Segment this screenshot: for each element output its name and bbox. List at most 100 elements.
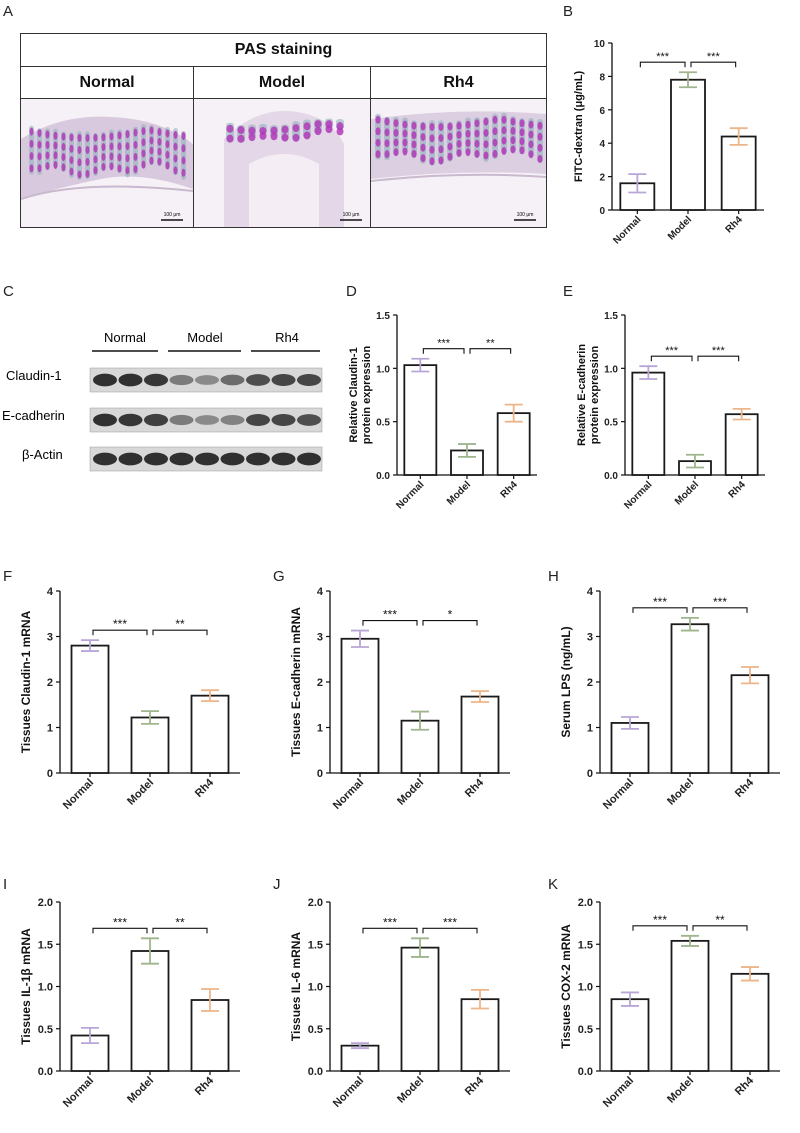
goblet-cell — [384, 128, 390, 137]
goblet-cell — [519, 119, 525, 128]
significance-label: *** — [443, 915, 457, 929]
crypt-column — [77, 131, 82, 180]
y-axis-label: Tissues Claudin-1 mRNA — [19, 610, 33, 753]
goblet-cell — [465, 148, 471, 157]
x-tick-label: Model — [395, 1075, 426, 1106]
goblet-cell — [501, 136, 507, 145]
significance-bracket — [692, 607, 748, 613]
crypt-column — [69, 132, 74, 178]
goblet-cell — [528, 140, 534, 149]
crypt-column — [85, 131, 90, 180]
significance-label: ** — [175, 617, 185, 631]
goblet-cell — [101, 162, 106, 171]
goblet-cell — [336, 127, 344, 136]
bar-normal — [403, 364, 438, 476]
x-tick-label: Rh4 — [733, 1074, 757, 1098]
goblet-cell — [384, 117, 390, 126]
goblet-cell — [447, 122, 453, 131]
goblet-cell — [519, 137, 525, 146]
goblet-cell — [61, 132, 66, 141]
blot-band — [246, 374, 270, 386]
bar-rh4 — [730, 674, 770, 774]
significance-label: *** — [653, 595, 667, 609]
bar-normal — [340, 1044, 380, 1072]
goblet-cell — [447, 142, 453, 151]
goblet-cell — [181, 144, 186, 153]
chart-f: 0 1 2 3 4 Tissues Claudin-1 mRNA Normal Model Rh… — [19, 586, 240, 812]
goblet-cell — [438, 156, 444, 165]
goblet-cell — [173, 154, 178, 163]
goblet-cell — [447, 132, 453, 141]
blot-band — [93, 413, 117, 427]
goblet-cell — [53, 131, 58, 140]
goblet-cell — [149, 146, 154, 155]
y-tick-label: 3 — [587, 632, 593, 644]
goblet-cell — [519, 128, 525, 137]
chart-d: 0.0 0.5 1.0 1.5 Relative Claudin-1protein ex… — [348, 311, 537, 511]
crypt-column — [519, 118, 525, 155]
x-tick-label: Rh4 — [463, 1074, 487, 1098]
goblet-cell — [101, 133, 106, 142]
goblet-cell — [37, 152, 42, 161]
x-tick-label: Normal — [394, 479, 426, 511]
goblet-cell — [77, 158, 82, 167]
goblet-cell — [133, 165, 138, 174]
goblet-cell — [411, 131, 417, 140]
goblet-cell — [141, 160, 146, 169]
goblet-cell — [510, 117, 516, 126]
scale-bar-label: 100 μm — [164, 212, 181, 218]
crypt-column — [45, 128, 50, 171]
goblet-cell — [85, 169, 90, 178]
goblet-cell — [501, 146, 507, 155]
scale-bar-label: 100 μm — [343, 212, 360, 218]
goblet-cell — [465, 129, 471, 138]
panel-label-d: D — [346, 283, 357, 300]
western-blot-panel: Normal Model Rh4 Claudin-1 E-cadherin β-… — [2, 330, 323, 472]
goblet-cell — [384, 150, 390, 159]
y-axis-label: Tissues IL-1β mRNA — [19, 928, 33, 1045]
panel-label-a: A — [3, 3, 14, 20]
blot-band — [118, 413, 143, 427]
goblet-cell — [411, 140, 417, 149]
x-tick-label: Model — [666, 214, 694, 242]
goblet-cell — [465, 138, 471, 147]
goblet-cell — [537, 143, 543, 152]
pas-group-label: Rh4 — [371, 66, 546, 99]
blot-band — [144, 413, 168, 427]
y-axis-label: Relative E-cadherinprotein expression — [576, 344, 601, 446]
blot-band — [93, 373, 117, 387]
goblet-cell — [314, 127, 322, 136]
pas-column-model: Model 100 μm — [194, 66, 371, 227]
significance-label: *** — [113, 617, 127, 631]
y-tick-label: 2.0 — [38, 897, 53, 909]
significance-label: ** — [486, 338, 495, 350]
pas-column-rh4: Rh4 100 μm — [370, 66, 547, 227]
y-tick-label: 0.5 — [604, 418, 618, 429]
goblet-cell — [402, 138, 408, 147]
significance-label: *** — [713, 595, 727, 609]
histology-image-model: 100 μm — [194, 99, 370, 227]
y-tick-label: 0 — [317, 768, 323, 780]
goblet-cell — [537, 154, 543, 163]
goblet-cell — [393, 119, 399, 128]
goblet-cell — [133, 152, 138, 161]
blot-protein-label: β-Actin — [22, 447, 63, 462]
goblet-cell — [149, 156, 154, 165]
x-tick-label: Normal — [61, 777, 96, 812]
y-tick-label: 1 — [587, 723, 593, 735]
blot-band — [220, 415, 245, 425]
x-tick-label: Model — [125, 1075, 156, 1106]
significance-bracket — [422, 620, 478, 626]
goblet-cell — [474, 129, 480, 138]
crypt-column — [429, 120, 435, 166]
y-axis-label: Tissues IL-6 mRNA — [289, 932, 303, 1041]
blot-band — [169, 374, 194, 386]
pas-group-label: Model — [194, 66, 370, 99]
goblet-cell — [528, 130, 534, 139]
goblet-cell — [248, 126, 256, 135]
significance-bracket — [697, 355, 740, 362]
bar-model — [130, 950, 170, 1072]
panel-label-b: B — [563, 3, 574, 20]
goblet-cell — [226, 124, 234, 133]
goblet-cell — [29, 152, 34, 161]
